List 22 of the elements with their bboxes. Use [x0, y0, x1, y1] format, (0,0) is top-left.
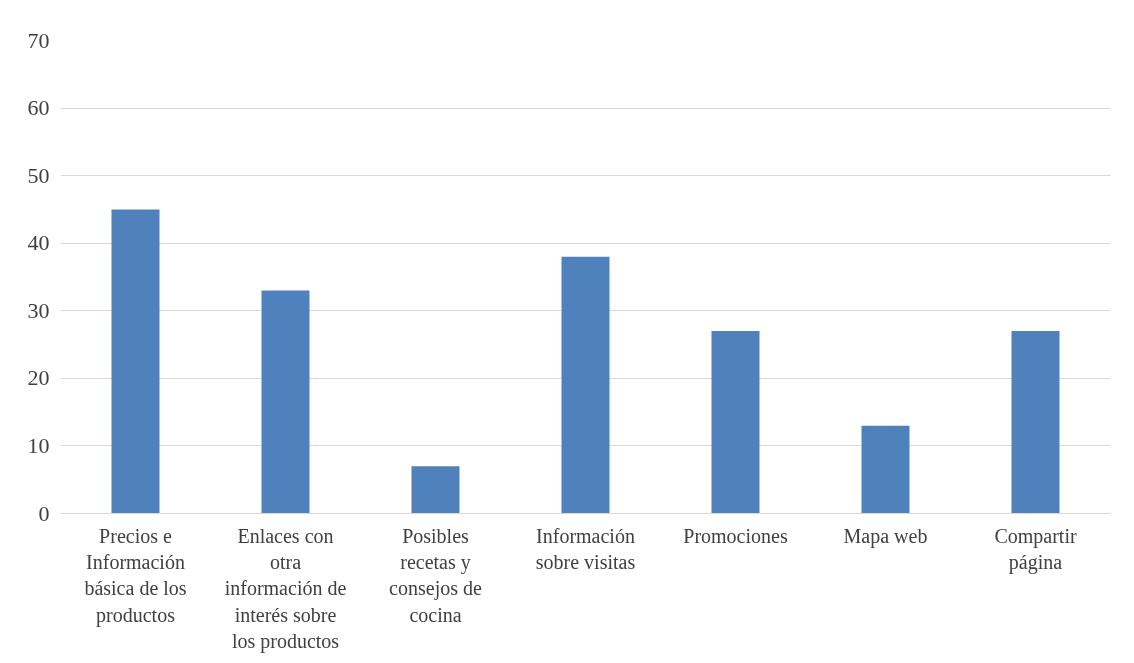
bar: [861, 425, 910, 514]
y-tick-label: 70: [27, 27, 50, 53]
x-tick-label: Promociones: [683, 524, 788, 547]
y-tick-label: 30: [27, 297, 50, 323]
x-tick-label: Información sobre visitas: [535, 524, 636, 573]
y-tick-label: 10: [27, 432, 50, 458]
x-tick-label: Posibles recetas y consejos de cocina: [389, 524, 482, 626]
x-tick-label: Compartir página: [994, 524, 1077, 574]
y-tick-label: 40: [27, 230, 50, 256]
bar: [1011, 331, 1060, 514]
bar: [711, 331, 760, 514]
x-tick-label: Mapa web: [843, 524, 928, 548]
y-tick-label: 20: [27, 365, 50, 391]
bar: [411, 466, 460, 514]
bar: [561, 256, 610, 514]
y-tick-label: 0: [38, 500, 50, 526]
x-tick-label: Precios e Información básica de los productos: [84, 524, 187, 627]
bar: [111, 209, 160, 514]
x-tick-label: Enlaces con otra información de interés sobre los productos: [224, 524, 347, 654]
y-tick-label: 50: [27, 162, 50, 188]
bar: [261, 290, 310, 514]
y-tick-label: 60: [27, 95, 50, 121]
